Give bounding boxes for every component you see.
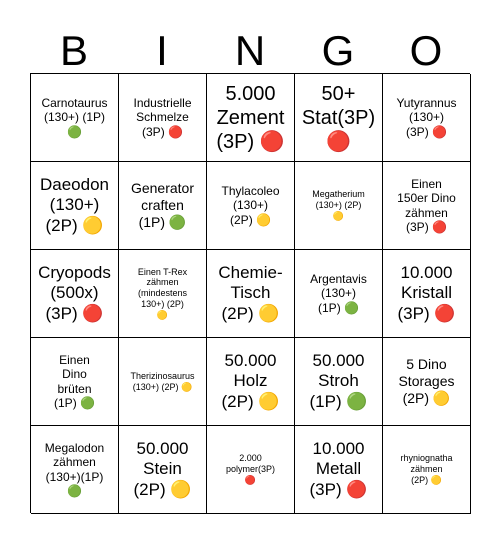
bingo-cell[interactable]: 50.000 Stein (2P) 🟡 [119, 426, 207, 514]
bingo-cell-text: Carnotaurus (130+) (1P) 🟢 [41, 95, 108, 139]
header-letter-i: I [156, 27, 168, 74]
bingo-cell-text: 5 Dino Storages (2P) 🟡 [398, 356, 455, 406]
bingo-cell-text: Industrielle Schmelze (3P) 🔴 [133, 95, 192, 139]
bingo-board: Carnotaurus (130+) (1P) 🟢 Industrielle Sc… [30, 73, 471, 514]
bingo-cell[interactable]: Einen Dino brüten (1P) 🟢 [31, 338, 119, 426]
bingo-cell-text: 50.000 Stein (2P) 🟡 [133, 438, 192, 499]
bingo-cell[interactable]: Megalodon zähmen (130+)(1P) 🟢 [31, 426, 119, 514]
bingo-cell-text: Yutyrannus (130+) (3P) 🔴 [396, 95, 457, 139]
bingo-cell[interactable]: 10.000 Metall (3P) 🔴 [295, 426, 383, 514]
bingo-cell-text: Argentavis (130+) (1P) 🟢 [310, 271, 367, 315]
bingo-cell[interactable]: Chemie- Tisch (2P) 🟡 [207, 250, 295, 338]
bingo-cell[interactable]: 2.000 polymer(3P) 🔴 [207, 426, 295, 514]
bingo-cell[interactable]: 5.000 Zement (3P) 🔴 [207, 74, 295, 162]
bingo-cell[interactable]: Therizinosaurus (130+) (2P) 🟡 [119, 338, 207, 426]
bingo-cell[interactable]: 5 Dino Storages (2P) 🟡 [383, 338, 471, 426]
bingo-cell-text: Generator craften (1P) 🟢 [130, 180, 195, 230]
bingo-cell-text: Therizinosaurus (130+) (2P) 🟡 [130, 370, 195, 392]
bingo-cell-text: rhyniognatha zähmen (2P) 🟡 [400, 453, 453, 485]
bingo-cell-text: 10.000 Metall (3P) 🔴 [309, 438, 368, 499]
bingo-cell-text: Chemie- Tisch (2P) 🟡 [218, 262, 283, 323]
bingo-cell[interactable]: Generator craften (1P) 🟢 [119, 162, 207, 250]
bingo-cell-text: Einen Dino brüten (1P) 🟢 [54, 352, 95, 410]
bingo-cell[interactable]: Industrielle Schmelze (3P) 🔴 [119, 74, 207, 162]
bingo-cell[interactable]: Einen T-Rex zähmen (mindestens 130+) (2P… [119, 250, 207, 338]
bingo-cell-text: Daeodon (130+) (2P) 🟡 [39, 174, 109, 235]
bingo-cell[interactable]: 50+ Stat(3P) 🔴 [295, 74, 383, 162]
bingo-cell[interactable]: 10.000 Kristall (3P) 🔴 [383, 250, 471, 338]
header-letter-o: O [409, 27, 443, 74]
bingo-cell-text: 2.000 polymer(3P) 🔴 [225, 453, 275, 485]
bingo-cell-text: Megatherium (130+) (2P) 🟡 [312, 189, 365, 221]
bingo-cell-text: 50.000 Stroh (1P) 🟢 [309, 350, 368, 411]
bingo-cell[interactable]: Megatherium (130+) (2P) 🟡 [295, 162, 383, 250]
bingo-cell[interactable]: Carnotaurus (130+) (1P) 🟢 [31, 74, 119, 162]
bingo-cell-text: 5.000 Zement (3P) 🔴 [216, 82, 285, 153]
bingo-cell-text: Cryopods (500x) (3P) 🔴 [38, 262, 111, 323]
bingo-cell[interactable]: 50.000 Stroh (1P) 🟢 [295, 338, 383, 426]
bingo-cell[interactable]: Yutyrannus (130+) (3P) 🔴 [383, 74, 471, 162]
bingo-cell-text: Einen T-Rex zähmen (mindestens 130+) (2P… [137, 266, 188, 320]
bingo-cell[interactable]: Einen 150er Dino zähmen (3P) 🔴 [383, 162, 471, 250]
bingo-cell-text: Einen 150er Dino zähmen (3P) 🔴 [397, 176, 456, 234]
bingo-cell-text: 50.000 Holz (2P) 🟡 [221, 350, 280, 411]
bingo-cell-text: Thylacoleo (130+) (2P) 🟡 [221, 183, 280, 227]
bingo-cell[interactable]: 50.000 Holz (2P) 🟡 [207, 338, 295, 426]
header-letter-b: B [59, 27, 88, 74]
bingo-cell[interactable]: Daeodon (130+) (2P) 🟡 [31, 162, 119, 250]
bingo-header: B I N G O [30, 26, 470, 76]
bingo-cell[interactable]: Cryopods (500x) (3P) 🔴 [31, 250, 119, 338]
bingo-cell-text: 10.000 Kristall (3P) 🔴 [397, 262, 456, 323]
bingo-cell[interactable]: Thylacoleo (130+) (2P) 🟡 [207, 162, 295, 250]
header-letter-g: G [321, 27, 355, 74]
bingo-cell-text: 50+ Stat(3P) 🔴 [301, 82, 376, 153]
header-letter-n: N [234, 27, 266, 74]
bingo-cell[interactable]: Argentavis (130+) (1P) 🟢 [295, 250, 383, 338]
bingo-cell[interactable]: rhyniognatha zähmen (2P) 🟡 [383, 426, 471, 514]
bingo-cell-text: Megalodon zähmen (130+)(1P) 🟢 [44, 440, 105, 498]
